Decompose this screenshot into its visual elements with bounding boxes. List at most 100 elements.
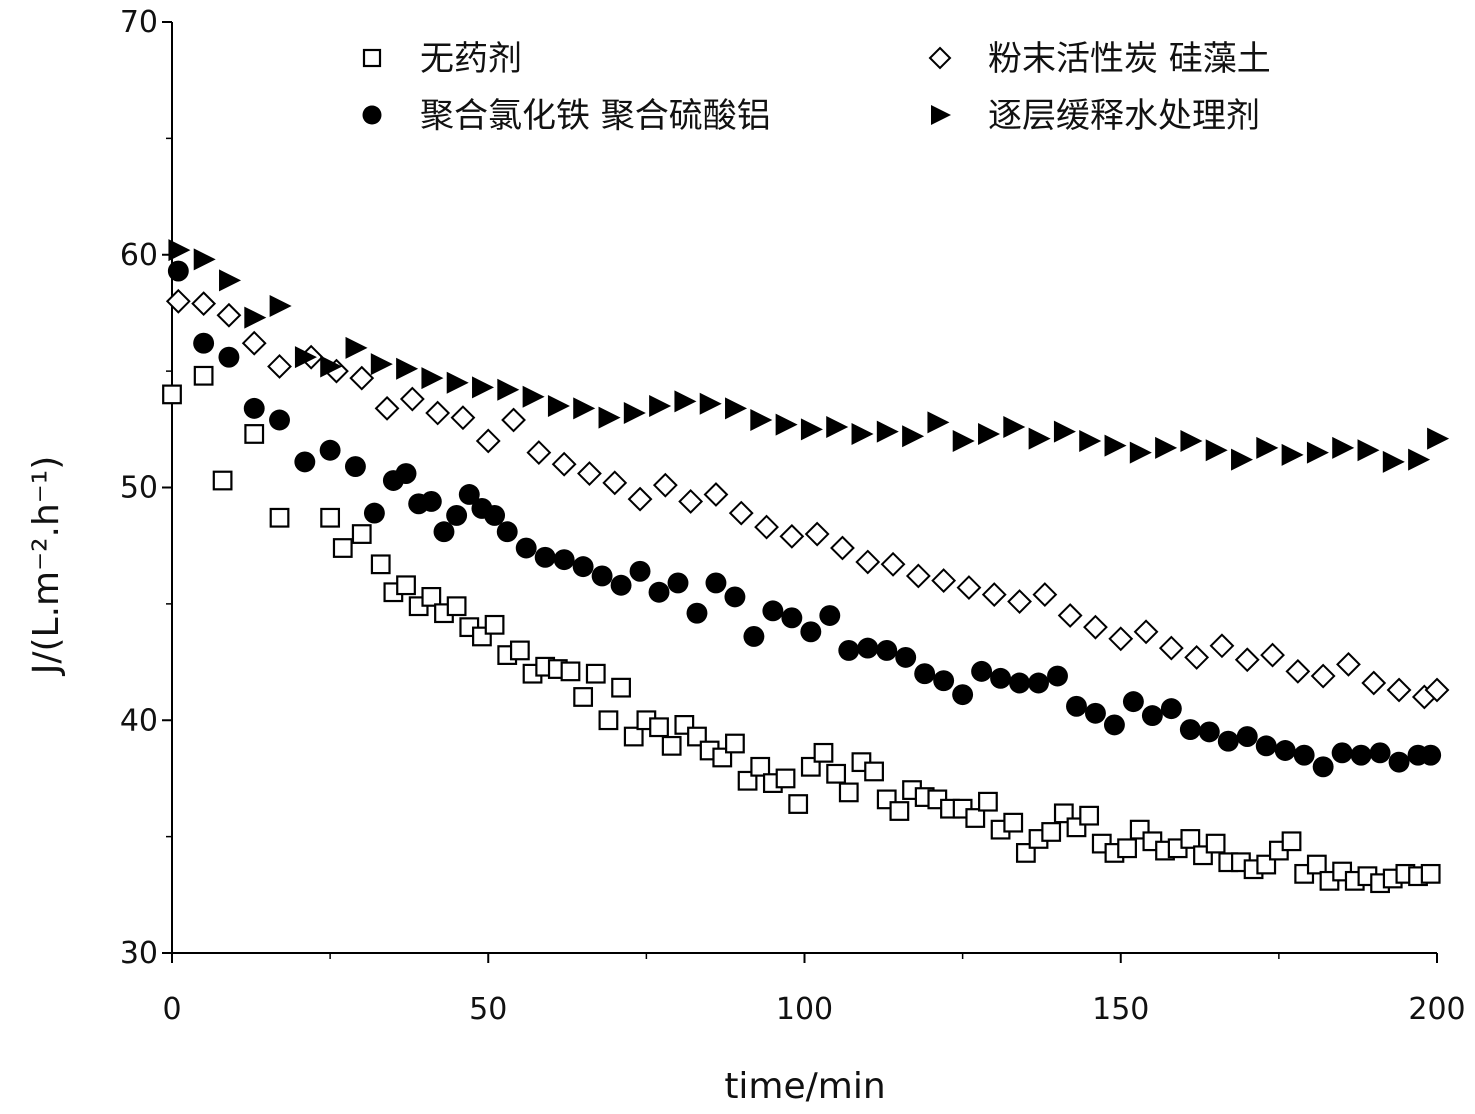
data-point [165,288,191,314]
data-point [1180,829,1201,849]
data-point [526,440,552,466]
data-point [425,400,451,426]
data-point [1104,434,1127,457]
data-point [933,670,955,692]
data-point [876,639,898,661]
data-point [1003,415,1026,438]
data-point [577,461,602,486]
data-point [1331,742,1353,764]
data-point [838,782,859,803]
data-point [678,489,704,514]
data-point [1293,744,1315,766]
data-point [1382,450,1405,473]
data-point [362,48,382,68]
data-point [648,581,670,603]
data-point [598,710,619,731]
data-point [591,565,613,587]
data-point [725,733,745,754]
data-point [1236,726,1258,747]
data-point [931,568,957,594]
data-point [1184,644,1210,670]
data-point [267,354,292,379]
data-point [804,521,830,547]
data-point [649,717,669,738]
data-point [193,365,214,386]
data-point [1209,633,1235,659]
y-tick-label: 30 [120,936,158,971]
x-tick-label: 0 [162,992,181,1027]
data-point [1205,439,1228,462]
data-point [1281,443,1304,466]
data-point [686,602,708,624]
data-point [168,239,191,262]
legend-item: 聚合氯化铁 聚合硫酸铝 [362,96,771,136]
data-point [1234,647,1260,673]
data-point [363,502,385,524]
data-point [515,537,537,559]
data-point [1179,719,1201,741]
data-point [779,523,805,549]
data-point [396,575,416,596]
data-point [826,763,847,784]
data-point [978,791,998,812]
data-point [446,596,467,617]
data-point [374,395,400,421]
data-point [1047,665,1068,687]
data-point [399,386,425,412]
legend-item: 无药剂 [362,39,522,79]
data-point [667,572,689,594]
data-point [522,385,545,408]
data-point [162,384,182,405]
data-point [1079,805,1100,826]
data-point [534,546,556,568]
data-point [345,336,368,359]
data-point [1155,436,1178,459]
data-point [294,346,317,369]
y-axis-title: J/(L.m⁻².h⁻¹) [26,456,67,677]
data-point [819,605,841,626]
data-point [484,504,506,526]
data-point [501,407,526,433]
data-point [775,413,798,436]
data-point [509,640,530,661]
data-point [1369,742,1391,764]
data-point [1386,677,1412,703]
data-point [914,663,936,685]
data-point [775,768,796,789]
data-point [629,560,651,582]
data-point [450,405,476,431]
data-point [1028,427,1051,450]
data-point [191,291,217,317]
data-point [1079,429,1102,452]
data-point [830,535,855,561]
data-point [1357,439,1380,462]
data-point [269,507,290,528]
data-point [421,586,442,607]
data-point [674,390,697,413]
data-point [344,456,366,478]
data-point [788,794,809,814]
data-point [1388,751,1410,773]
data-point [1424,677,1450,703]
x-axis-title: time/min [724,1066,885,1107]
data-point [623,402,646,425]
data-point [880,551,906,577]
data-point [931,105,951,125]
data-point [1231,448,1254,471]
data-point [652,472,678,498]
data-point [956,575,982,600]
data-point [800,418,823,441]
data-point [269,294,292,317]
data-point [978,422,1001,445]
data-point [1007,589,1032,614]
data-point [725,397,748,420]
data-point [193,332,215,354]
data-point [362,105,382,125]
data-point [421,367,444,390]
y-tick-label: 60 [120,238,158,273]
data-point [244,424,265,444]
data-point [1158,635,1184,661]
data-point [627,486,653,512]
data-point [320,507,341,528]
data-point [1306,854,1327,875]
